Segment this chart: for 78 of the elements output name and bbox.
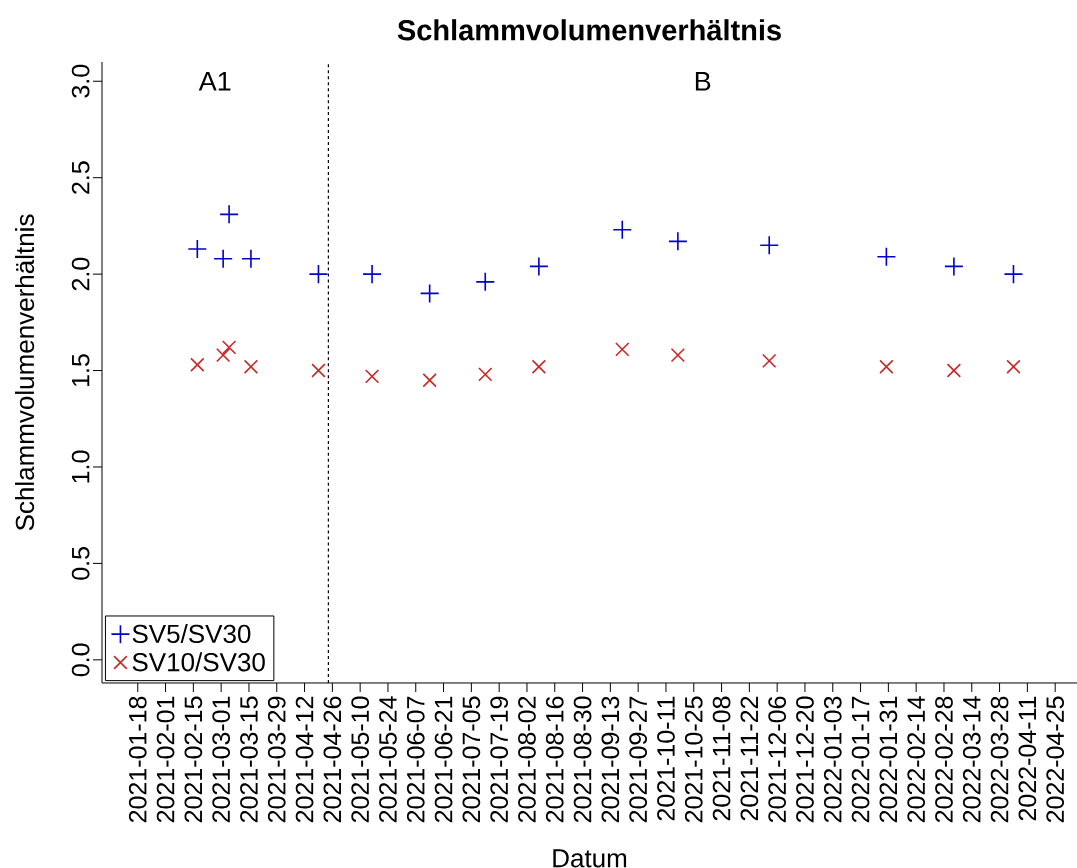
point <box>615 342 630 357</box>
x-tick-label: 2022-01-03 <box>823 696 842 823</box>
x-tick-label: 2021-03-01 <box>212 696 231 823</box>
x-axis-title: Datum <box>553 849 627 868</box>
point <box>219 204 239 225</box>
x-tick-label: 2021-09-27 <box>629 696 648 823</box>
point <box>876 246 897 267</box>
y-tick-label: 3.0 <box>71 64 90 98</box>
x-tick-label: 2021-04-26 <box>323 696 342 823</box>
x-tick-label: 2022-01-31 <box>879 696 898 823</box>
y-axis-title: Schlammvolumenverhältnis <box>15 214 35 531</box>
x-tick-label: 2021-09-13 <box>601 696 620 823</box>
y-tick-label: 1.5 <box>72 354 90 387</box>
y-tick-label: 0.0 <box>71 643 90 677</box>
x-tick-label: 2022-04-25 <box>1046 696 1065 823</box>
x-tick-label: 2021-08-02 <box>518 696 536 823</box>
x-tick-label: 2021-07-19 <box>490 696 509 823</box>
chart-title: Schlammvolumenverhältnis <box>397 19 781 41</box>
annotation: B <box>695 71 711 91</box>
point <box>213 248 233 269</box>
point <box>221 340 237 355</box>
point <box>308 264 329 284</box>
x-tick-label: 2022-03-28 <box>990 696 1009 823</box>
x-tick-label: 2021-05-24 <box>379 696 397 823</box>
point <box>1006 359 1021 374</box>
point <box>215 347 231 363</box>
point <box>759 235 780 255</box>
point <box>311 363 326 378</box>
x-tick-label: 2021-03-29 <box>267 696 286 823</box>
point <box>190 357 205 372</box>
point <box>944 256 964 277</box>
x-tick-label: 2021-07-05 <box>462 696 481 823</box>
point <box>879 359 894 374</box>
x-tick-label: 2021-02-01 <box>156 696 175 823</box>
x-tick-label: 2021-03-15 <box>240 696 258 823</box>
point <box>241 248 261 269</box>
point <box>531 359 547 374</box>
y-tick-label: 1.0 <box>71 450 90 483</box>
x-tick-label: 2021-08-16 <box>545 696 564 823</box>
point <box>362 264 382 284</box>
point <box>762 353 777 369</box>
point <box>422 373 437 388</box>
x-tick-label: 2021-05-10 <box>351 696 370 823</box>
annotation: A1 <box>198 71 231 91</box>
x-tick-label: 2021-01-18 <box>128 696 147 823</box>
point <box>243 359 259 374</box>
x-tick-label: 2021-02-15 <box>184 696 203 823</box>
point <box>668 231 688 252</box>
x-tick-label: 2022-04-11 <box>1018 696 1037 821</box>
point <box>670 347 686 363</box>
x-tick-label: 2021-12-20 <box>796 696 814 823</box>
x-tick-label: 2022-02-28 <box>935 696 953 823</box>
x-tick-label: 2022-01-17 <box>851 696 870 823</box>
point <box>187 239 208 259</box>
x-tick-label: 2021-08-30 <box>573 696 592 823</box>
point <box>475 272 496 292</box>
point <box>364 369 380 384</box>
legend-label: SV10/SV30 <box>132 652 265 672</box>
x-tick-label: 2021-10-11 <box>657 696 675 821</box>
x-tick-label: 2021-06-21 <box>434 696 453 823</box>
legend-label: SV5/SV30 <box>132 623 251 644</box>
point <box>612 219 633 240</box>
point <box>478 367 493 382</box>
x-tick-label: 2021-06-07 <box>406 696 425 823</box>
y-tick-label: 2.0 <box>71 257 90 291</box>
y-tick-label: 0.5 <box>71 547 90 580</box>
x-tick-label: 2021-12-06 <box>768 696 787 823</box>
point <box>529 256 549 277</box>
x-tick-label: 2022-02-14 <box>907 696 926 823</box>
point <box>946 363 962 378</box>
x-tick-label: 2022-03-14 <box>962 696 981 823</box>
x-tick-label: 2021-04-12 <box>295 696 314 823</box>
x-tick-label: 2021-10-25 <box>684 696 703 823</box>
x-tick-label: 2021-11-22 <box>740 696 759 821</box>
y-tick-label: 2.5 <box>71 161 90 194</box>
point <box>1003 264 1024 284</box>
x-tick-label: 2021-11-08 <box>712 696 731 821</box>
point <box>419 283 440 304</box>
